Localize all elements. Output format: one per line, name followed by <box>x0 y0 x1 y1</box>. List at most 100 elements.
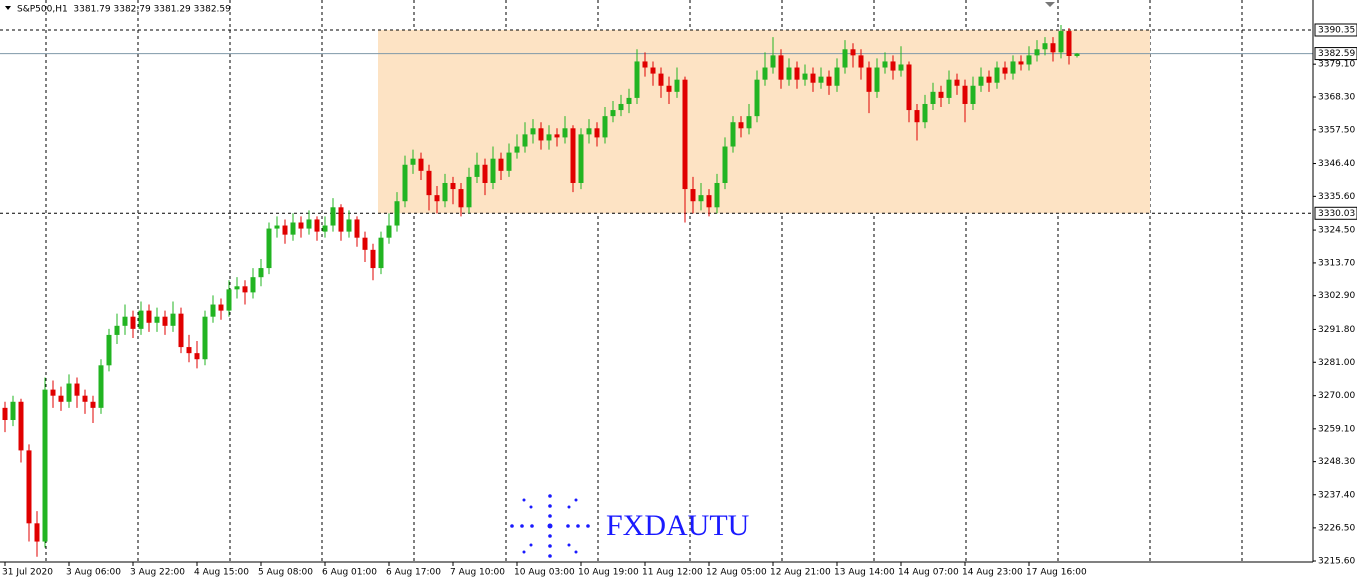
candle-body <box>74 383 80 396</box>
candle-body <box>650 67 656 74</box>
candle-body <box>762 67 768 80</box>
candle-layer <box>2 24 1080 557</box>
candle-body <box>914 110 920 123</box>
candle-body <box>386 225 392 238</box>
candle-body <box>970 85 976 104</box>
candle-body <box>658 73 664 86</box>
candle-body <box>322 225 328 232</box>
y-tick-label: 3357.50 <box>1318 125 1355 135</box>
menu-arrow[interactable] <box>5 6 11 10</box>
candle-body <box>26 450 32 524</box>
candle-body <box>1010 61 1016 74</box>
candle-body <box>442 182 448 202</box>
level-label: 3382.59 <box>1318 49 1355 59</box>
candle-body <box>482 164 488 183</box>
candle-body <box>786 67 792 80</box>
candle-body <box>714 182 720 208</box>
candle-body <box>642 61 648 68</box>
candle-body <box>506 152 512 171</box>
candle-body <box>218 304 224 311</box>
candle-body <box>626 97 632 104</box>
candle-body <box>898 64 904 71</box>
y-tick-label: 3335.60 <box>1318 192 1355 202</box>
candle-body <box>706 195 712 208</box>
candle-body <box>194 353 200 360</box>
candle-body <box>602 116 608 138</box>
candle-body <box>938 91 944 98</box>
level-label-box <box>1314 23 1357 37</box>
candle-body <box>794 67 800 80</box>
candle-body <box>202 316 208 360</box>
watermark: FXDAUTU <box>606 509 750 542</box>
level-label-box <box>1314 47 1357 61</box>
candle-body <box>362 237 368 250</box>
candle-body <box>346 219 352 232</box>
candle-body <box>66 383 72 402</box>
candle-body <box>370 249 376 269</box>
candle-body <box>866 67 872 92</box>
level-label-box <box>1314 206 1357 220</box>
candle-body <box>354 219 360 238</box>
watermark-icon <box>510 494 590 558</box>
x-tick-label: 6 Aug 17:00 <box>386 568 441 578</box>
candle-body <box>458 189 464 208</box>
candle-body <box>618 103 624 111</box>
candle-body <box>418 158 424 171</box>
candle-body <box>466 176 472 208</box>
x-tick-label: 6 Aug 01:00 <box>322 568 377 578</box>
level-layer <box>0 29 1313 214</box>
candle-body <box>594 128 600 138</box>
candle-body <box>858 55 864 68</box>
candle-body <box>266 228 272 269</box>
y-tick-label: 3379.10 <box>1318 60 1355 70</box>
y-tick-label: 3248.30 <box>1318 457 1355 467</box>
y-tick-label: 3237.40 <box>1318 490 1355 500</box>
y-tick-label: 3270.00 <box>1318 391 1355 401</box>
candle-body <box>138 310 144 329</box>
candle-body <box>154 316 160 323</box>
candle-body <box>530 128 536 135</box>
candle-body <box>746 116 752 129</box>
candle-body <box>2 407 8 421</box>
candle-body <box>890 61 896 71</box>
chart-title: S&P500,H1 3381.79 3382.79 3381.29 3382.5… <box>17 5 231 15</box>
candle-body <box>122 316 128 326</box>
y-tick-label: 3324.50 <box>1318 226 1355 236</box>
candle-body <box>186 347 192 354</box>
candle-body <box>1050 43 1056 53</box>
candle-body <box>954 79 960 86</box>
range-zone <box>378 29 1150 214</box>
candle-body <box>298 222 304 229</box>
candle-body <box>634 61 640 98</box>
candle-body <box>818 76 824 83</box>
candle-body <box>498 158 504 171</box>
candle-body <box>338 207 344 232</box>
candle-body <box>450 182 456 190</box>
y-tick-label: 3291.80 <box>1318 325 1355 335</box>
candle-body <box>674 79 680 92</box>
candle-body <box>922 103 928 123</box>
candle-body <box>722 146 728 183</box>
candle-body <box>882 61 888 68</box>
candle-body <box>314 219 320 232</box>
x-tick-label: 12 Aug 21:00 <box>770 568 831 578</box>
candle-body <box>330 207 336 226</box>
candle-body <box>58 395 64 402</box>
x-tick-label: 3 Aug 22:00 <box>130 568 185 578</box>
candle-body <box>114 325 120 335</box>
x-tick-label: 10 Aug 19:00 <box>578 568 639 578</box>
candle-body <box>586 128 592 135</box>
candle-body <box>826 76 832 86</box>
candle-body <box>210 304 216 317</box>
candle-body <box>170 313 176 326</box>
candle-body <box>946 79 952 98</box>
candle-body <box>146 310 152 323</box>
x-tick-label: 14 Aug 07:00 <box>898 568 959 578</box>
level-label: 3330.03 <box>1318 209 1355 219</box>
candle-body <box>50 389 56 396</box>
candle-body <box>666 85 672 92</box>
candle-body <box>842 49 848 68</box>
candle-body <box>282 225 288 235</box>
